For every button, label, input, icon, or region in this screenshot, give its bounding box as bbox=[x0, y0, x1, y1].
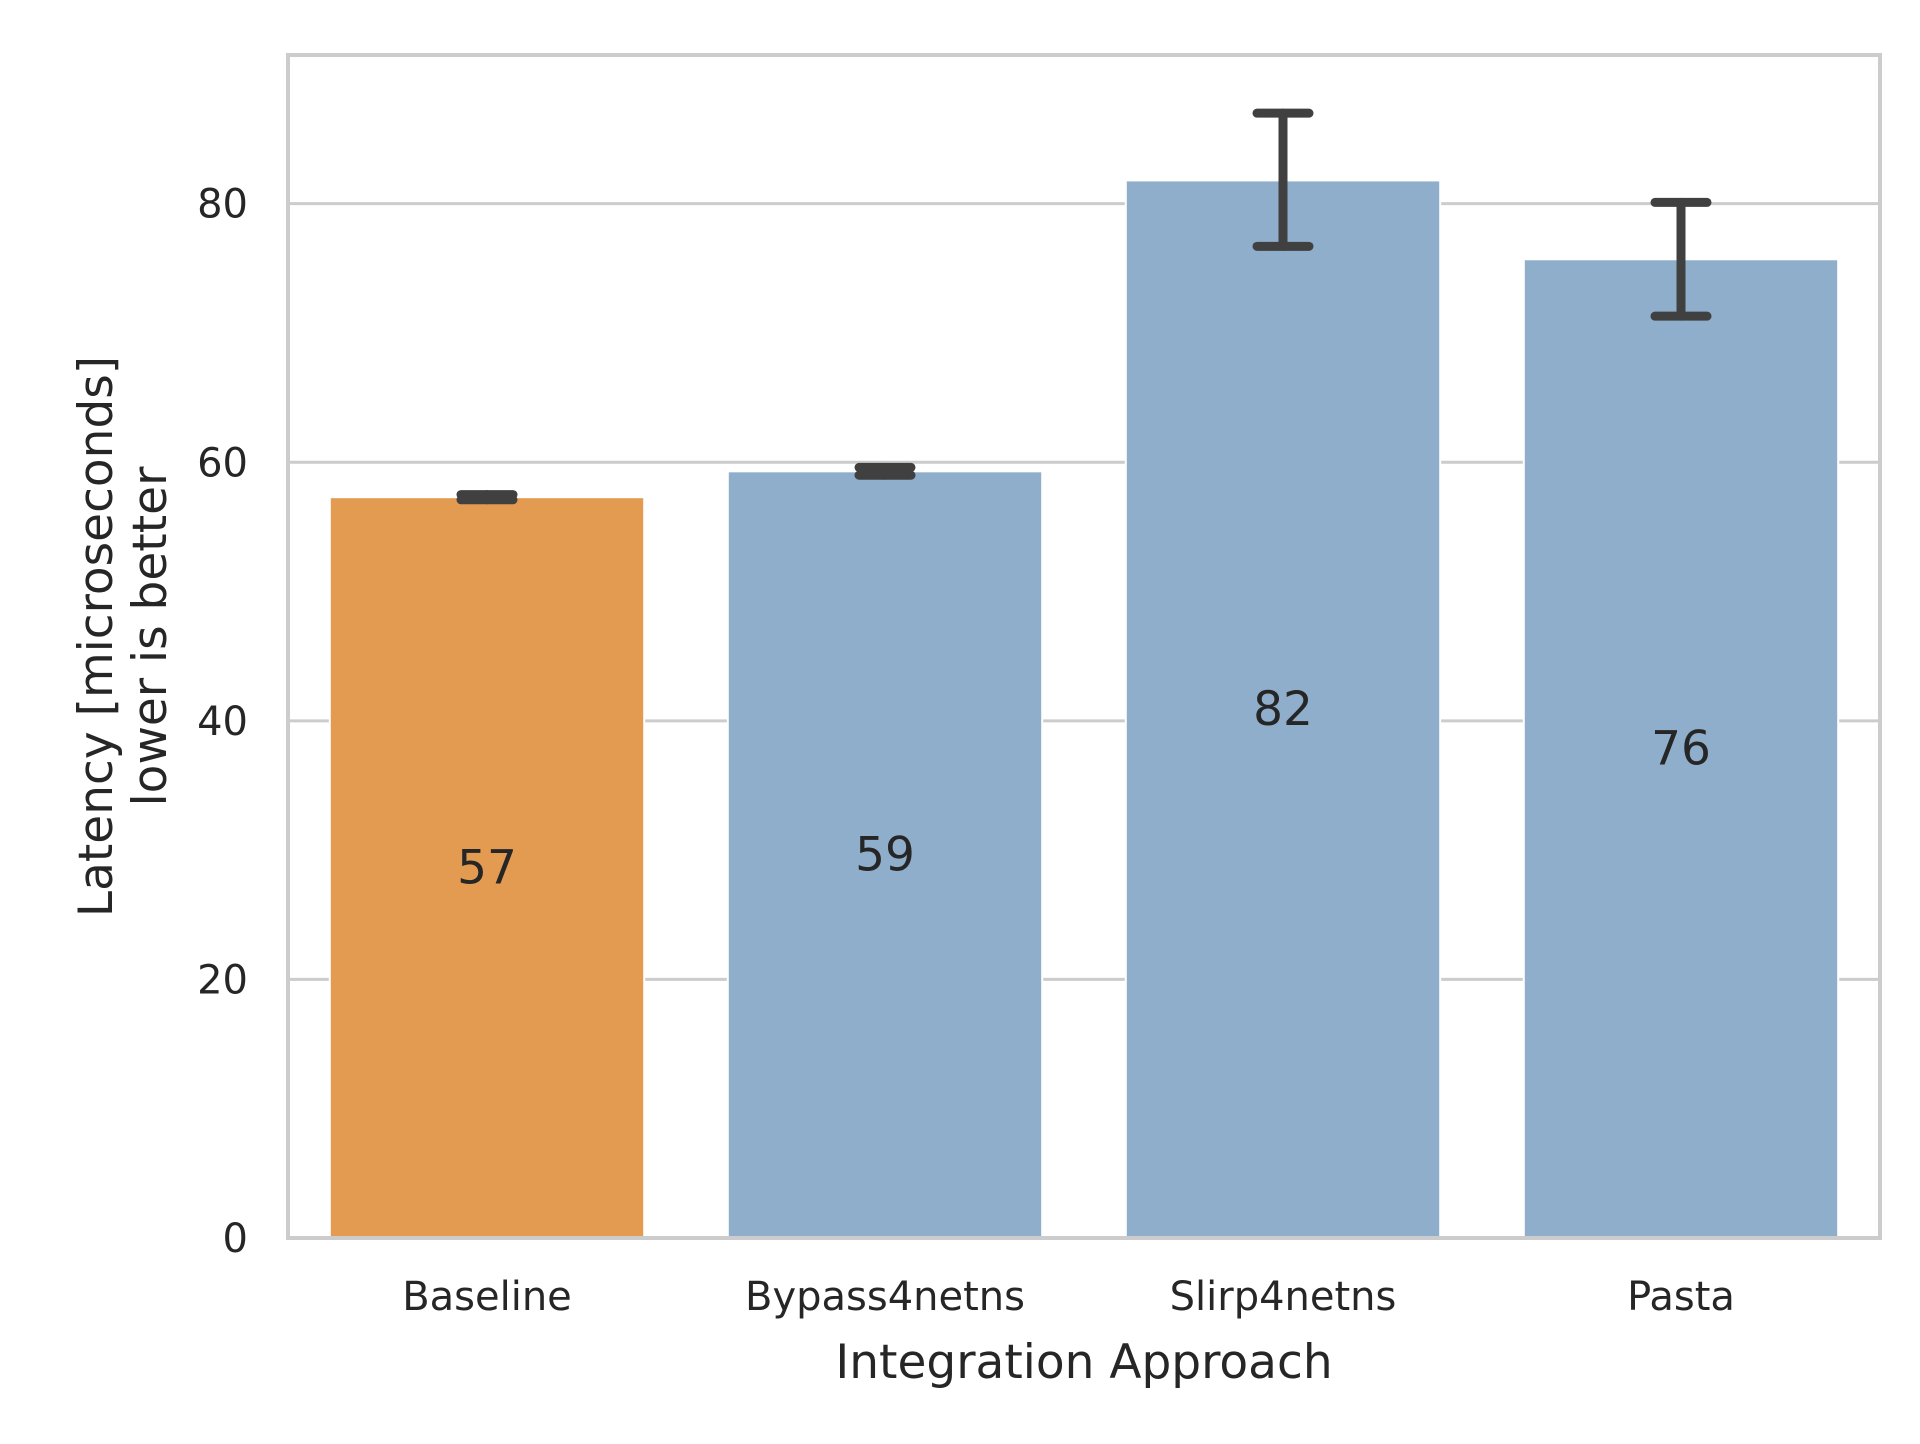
y-tick-label-80: 80 bbox=[197, 182, 248, 228]
x-tick-label-baseline: Baseline bbox=[402, 1274, 572, 1320]
y-tick-label-60: 60 bbox=[197, 440, 248, 486]
y-axis-title: Latency [microseconds]lower is better bbox=[69, 356, 178, 917]
y-tick-label-0: 0 bbox=[223, 1216, 248, 1262]
y-tick-label-40: 40 bbox=[197, 699, 248, 745]
x-tick-labels: Baseline Bypass4netns Slirp4netns Pasta bbox=[402, 1274, 1735, 1320]
data-label-pasta: 76 bbox=[1651, 722, 1711, 777]
error-bar-pasta bbox=[1650, 197, 1712, 321]
y-tick-label-20: 20 bbox=[197, 957, 248, 1003]
y-tick-labels: 0 20 40 60 80 bbox=[197, 182, 248, 1262]
y-axis-title-line-1: Latency [microseconds] bbox=[69, 356, 124, 917]
bar-slirp4netns bbox=[1124, 179, 1442, 1240]
x-axis-title: Integration Approach bbox=[835, 1335, 1332, 1390]
plot-frame bbox=[286, 53, 1882, 1240]
bar-pasta bbox=[1522, 258, 1840, 1239]
error-bar-baseline bbox=[456, 490, 518, 505]
data-label-slirp4netns: 82 bbox=[1253, 682, 1313, 737]
bar-baseline bbox=[328, 496, 646, 1240]
x-tick-label-pasta: Pasta bbox=[1627, 1274, 1735, 1320]
y-axis-title-line-2: lower is better bbox=[123, 466, 178, 806]
error-bar-slirp4netns bbox=[1252, 108, 1314, 251]
x-tick-label-bypass4netns: Bypass4netns bbox=[745, 1274, 1025, 1320]
x-tick-label-slirp4netns: Slirp4netns bbox=[1170, 1274, 1397, 1320]
data-label-baseline: 57 bbox=[457, 841, 517, 896]
data-labels: 57 59 82 76 bbox=[457, 682, 1711, 895]
data-label-bypass4netns: 59 bbox=[855, 828, 915, 883]
error-bars bbox=[456, 108, 1712, 505]
error-bar-bypass4netns bbox=[854, 462, 916, 480]
bars bbox=[328, 179, 1840, 1240]
